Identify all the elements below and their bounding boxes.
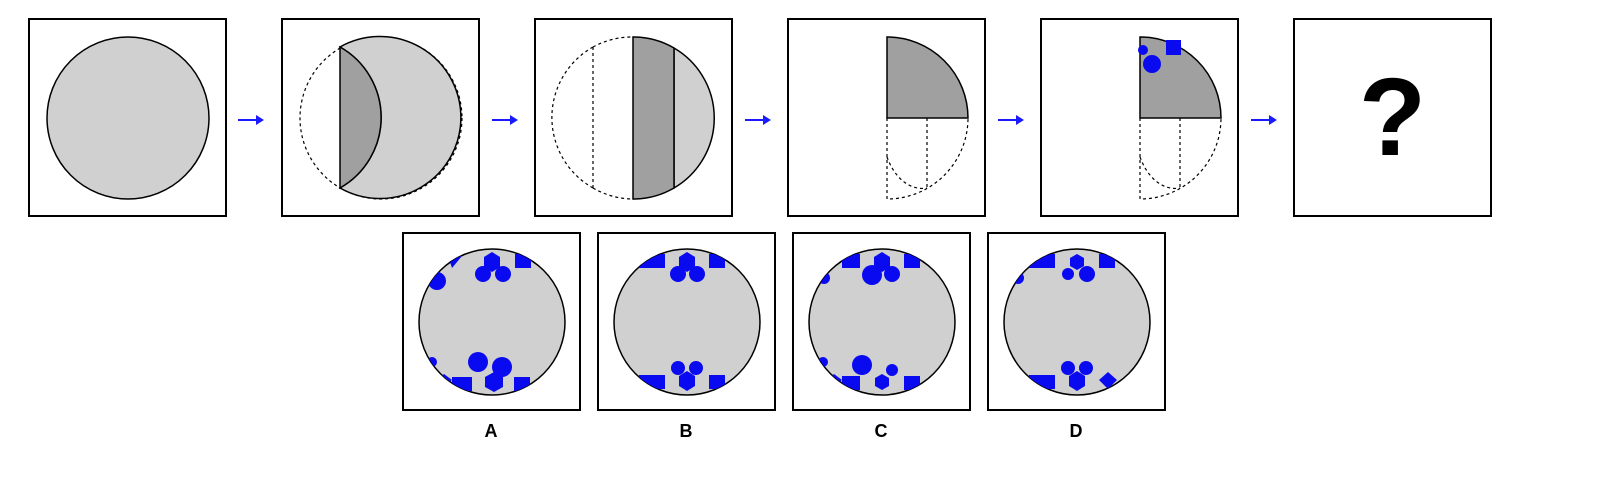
folded-quarter <box>886 36 969 119</box>
punch-hole-circle <box>1143 55 1161 73</box>
option-d-label: D <box>1069 421 1083 441</box>
step-4-panel <box>787 18 986 217</box>
step-5-figure <box>1138 36 1222 200</box>
paper-circle <box>46 36 210 200</box>
paper-right-part <box>673 46 715 190</box>
step-4-figure <box>886 36 969 200</box>
arrow-3 <box>745 112 771 125</box>
folded-flap <box>339 45 382 190</box>
option-b-figure <box>613 248 761 396</box>
arrow-5 <box>1251 112 1277 125</box>
step-2-figure <box>299 35 463 200</box>
step-1-figure <box>46 36 210 200</box>
question-mark: ? <box>1358 56 1427 179</box>
step-5-panel <box>1040 18 1239 217</box>
option-c-label: C <box>874 421 888 441</box>
step-3-figure <box>551 36 715 200</box>
arrow-2 <box>492 112 518 125</box>
step-1-panel <box>28 18 227 217</box>
step-2-panel <box>281 18 480 217</box>
arrow-4 <box>998 112 1024 125</box>
option-b-label: B <box>679 421 693 441</box>
punch-hole-square <box>1166 40 1181 55</box>
option-a-label: A <box>484 421 498 441</box>
option-d-figure <box>1003 248 1151 396</box>
folded-band <box>632 36 675 200</box>
option-a-figure <box>418 248 566 396</box>
punch-hole-circle-small <box>1138 45 1148 55</box>
option-a[interactable] <box>402 232 581 411</box>
step-6-panel: ? <box>1293 18 1492 217</box>
step-3-panel <box>534 18 733 217</box>
folded-quarter <box>1139 36 1222 119</box>
option-d[interactable] <box>987 232 1166 411</box>
option-c[interactable] <box>792 232 971 411</box>
option-b[interactable] <box>597 232 776 411</box>
option-c-figure <box>808 248 956 396</box>
arrow-1 <box>238 112 264 125</box>
